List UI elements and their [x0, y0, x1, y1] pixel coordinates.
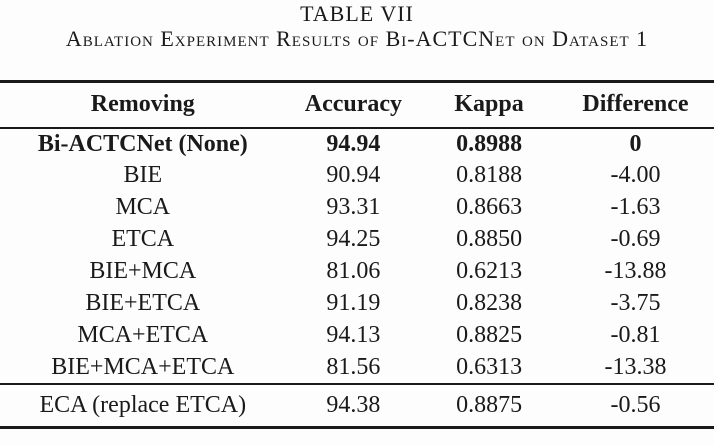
cell-difference: -0.81 — [610, 322, 661, 348]
header-row: Removing Accuracy Kappa Difference — [0, 82, 714, 128]
cell-difference: -0.56 — [610, 391, 661, 418]
cell-difference: -3.75 — [610, 290, 661, 316]
cell-difference: 0 — [629, 130, 642, 157]
cell-kappa: 0.8875 — [456, 391, 523, 418]
cell-kappa: 0.6313 — [456, 353, 523, 380]
table-row: BIE+ETCA 91.19 0.8238 -3.75 — [0, 288, 714, 320]
cell-difference: -0.69 — [610, 226, 661, 252]
table-row: MCA+ETCA 94.13 0.8825 -0.81 — [0, 320, 714, 352]
column-header-difference: Difference — [582, 91, 689, 118]
column-header-kappa: Kappa — [454, 91, 524, 118]
cell-difference: -4.00 — [610, 162, 661, 188]
table-row: BIE+MCA+ETCA 81.56 0.6313 -13.38 — [0, 352, 714, 384]
cell-accuracy: 93.31 — [326, 194, 381, 220]
cell-accuracy: 94.25 — [326, 226, 381, 252]
table-caption: Ablation Experiment Results of Bi-ACTCNe… — [65, 26, 649, 51]
table-header: Removing Accuracy Kappa Difference — [0, 82, 714, 128]
table-footer-section: ECA (replace ETCA) 94.38 0.8875 -0.56 — [0, 384, 714, 428]
cell-accuracy: 81.56 — [326, 353, 381, 380]
table-row: ETCA 94.25 0.8850 -0.69 — [0, 224, 714, 256]
cell-accuracy: 90.94 — [326, 162, 381, 188]
column-header-accuracy: Accuracy — [304, 91, 403, 118]
cell-kappa: 0.8188 — [456, 162, 523, 188]
cell-difference: -13.88 — [604, 258, 667, 284]
cell-removing: BIE+ETCA — [85, 290, 201, 316]
cell-removing: BIE+MCA — [89, 258, 197, 284]
cell-removing: BIE+MCA+ETCA — [51, 353, 235, 380]
table-row: BIE+MCA 81.06 0.6213 -13.88 — [0, 256, 714, 288]
table-body: Bi-ACTCNet (None) 94.94 0.8988 0 BIE 90.… — [0, 128, 714, 384]
cell-kappa: 0.8825 — [456, 322, 523, 348]
table-row-eca-replace: ECA (replace ETCA) 94.38 0.8875 -0.56 — [0, 384, 714, 428]
cell-removing: BIE — [123, 162, 163, 188]
cell-kappa: 0.8238 — [456, 290, 523, 316]
table-row-baseline: Bi-ACTCNet (None) 94.94 0.8988 0 — [0, 128, 714, 160]
cell-kappa: 0.6213 — [456, 258, 523, 284]
cell-accuracy: 94.13 — [326, 322, 381, 348]
cell-kappa: 0.8988 — [456, 130, 523, 157]
table-row: MCA 93.31 0.8663 -1.63 — [0, 192, 714, 224]
table-number-label: TABLE VII — [300, 1, 414, 26]
column-header-removing: Removing — [90, 91, 195, 118]
cell-removing: Bi-ACTCNet (None) — [37, 130, 248, 157]
cell-accuracy: 94.38 — [326, 391, 381, 418]
cell-difference: -1.63 — [610, 194, 661, 220]
cell-removing: ETCA — [111, 226, 175, 252]
ablation-results-table: Removing Accuracy Kappa Difference Bi-AC… — [0, 80, 714, 429]
table-row: BIE 90.94 0.8188 -4.00 — [0, 160, 714, 192]
cell-difference: -13.38 — [604, 353, 667, 380]
cell-accuracy: 81.06 — [326, 258, 381, 284]
cell-removing: ECA (replace ETCA) — [39, 391, 247, 418]
cell-accuracy: 91.19 — [326, 290, 381, 316]
cell-kappa: 0.8850 — [456, 226, 523, 252]
cell-accuracy: 94.94 — [326, 130, 381, 157]
cell-kappa: 0.8663 — [456, 194, 523, 220]
cell-removing: MCA+ETCA — [77, 322, 209, 348]
cell-removing: MCA — [115, 194, 171, 220]
